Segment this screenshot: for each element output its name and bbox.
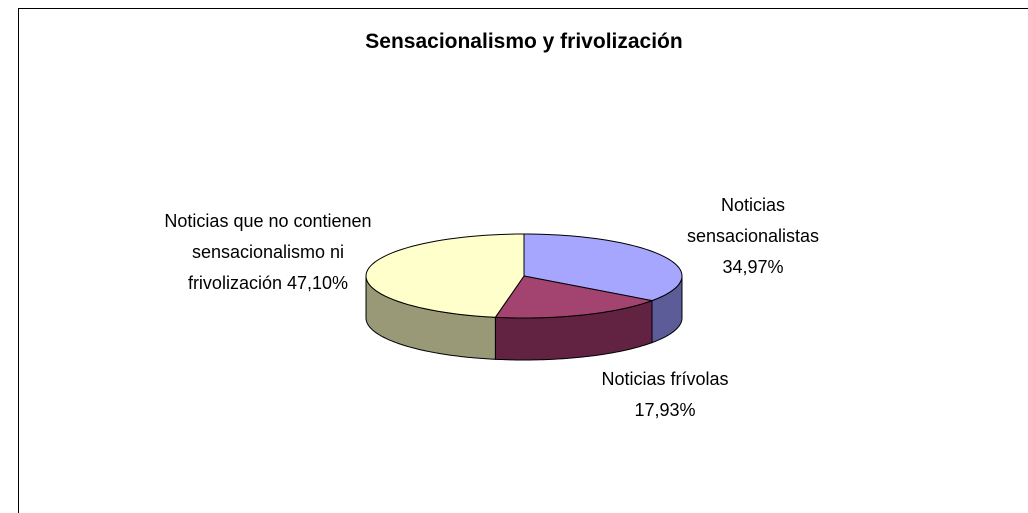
value-label: 34,97% bbox=[722, 257, 784, 277]
slice-label: Noticias frívolas 17,93% bbox=[565, 364, 765, 426]
pie-slice bbox=[365, 233, 525, 318]
value-label: 17,93% bbox=[634, 400, 696, 420]
slice-label: Noticias sensacionalistas 34,97% bbox=[663, 190, 843, 283]
pie-slice bbox=[494, 275, 654, 319]
chart-title: Sensacionalismo y frivolización bbox=[365, 30, 683, 53]
pie-slice bbox=[523, 233, 683, 302]
slice-label: Noticias que no contienen sensacionalism… bbox=[150, 206, 386, 299]
category-label: Noticias frívolas bbox=[601, 369, 729, 389]
category-label: Noticias sensacionalistas bbox=[686, 195, 820, 246]
category-label: Noticias que no contienen sensacionalism… bbox=[164, 211, 372, 293]
value-label: 47,10% bbox=[287, 273, 349, 293]
